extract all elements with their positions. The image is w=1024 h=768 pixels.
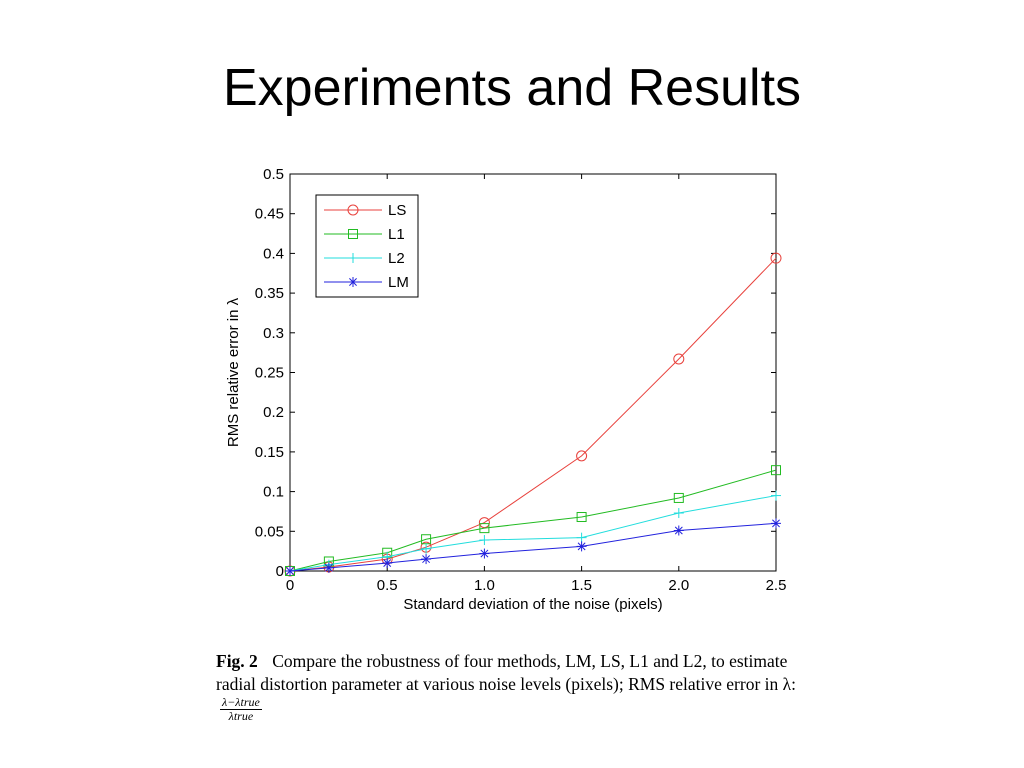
slide-title: Experiments and Results xyxy=(222,59,802,117)
data-point-ls xyxy=(576,450,588,462)
y-tick-label: 0.5 xyxy=(263,166,284,183)
series-l1 xyxy=(285,465,781,576)
y-tick-label: 0.25 xyxy=(255,365,284,382)
y-tick-label: 0.35 xyxy=(255,285,284,302)
x-axis: 0 0.5 1.0 1.5 2.0 2.5 xyxy=(286,174,787,594)
x-tick-label: 1.0 xyxy=(474,577,495,594)
data-point-l2 xyxy=(479,535,490,546)
data-point-lm-stroke xyxy=(422,555,431,564)
fraction-denominator: λtrue xyxy=(228,709,254,723)
caption-fraction: λ−λtrue λtrue xyxy=(220,696,262,723)
data-point-lm-stroke xyxy=(286,567,294,575)
data-point-lm-stroke xyxy=(480,549,489,558)
x-axis-label: Standard deviation of the noise (pixels) xyxy=(403,596,662,613)
data-point-lm-stroke xyxy=(577,542,586,551)
legend-label: LS xyxy=(388,202,406,219)
data-point-l1 xyxy=(421,534,432,545)
line-chart: 0 0.05 0.1 0.15 0.2 0.25 0.3 0.35 0.4 0.45 0.5 0 0.… xyxy=(225,166,787,613)
data-point-ls xyxy=(673,353,685,365)
fraction-numerator: λ−λtrue xyxy=(220,695,262,710)
figure-caption: Fig. 2 Compare the robustness of four me… xyxy=(216,650,816,723)
x-tick-label: 0.5 xyxy=(377,577,398,594)
data-point-l1 xyxy=(479,523,490,534)
legend-label: L2 xyxy=(388,250,405,267)
legend: LS L1 L2 LM xyxy=(315,194,419,298)
y-tick-label: 0.15 xyxy=(255,444,284,461)
legend-marker xyxy=(348,229,358,239)
data-point-ls xyxy=(770,252,782,264)
data-point-lm xyxy=(323,562,334,573)
y-tick-label: 0 xyxy=(276,563,284,580)
legend-label: LM xyxy=(388,274,409,291)
data-point-lm-stroke xyxy=(383,559,392,568)
data-point-lm xyxy=(382,558,393,569)
figure-label: Fig. 2 xyxy=(216,651,258,671)
series-line-lm xyxy=(289,522,777,572)
x-tick-label: 2.5 xyxy=(766,577,787,594)
data-point-lm xyxy=(673,525,684,536)
y-tick-label: 0.05 xyxy=(255,523,284,540)
y-tick-label: 0.1 xyxy=(263,484,284,501)
y-tick-label: 0.3 xyxy=(263,325,284,342)
legend-marker-stroke xyxy=(349,278,357,286)
x-tick-label: 2.0 xyxy=(668,577,689,594)
y-axis-label: RMS relative error in λ xyxy=(225,297,242,447)
series-line-l1 xyxy=(289,469,777,572)
data-point-lm xyxy=(771,518,781,529)
legend-marker xyxy=(348,277,358,287)
x-tick-label: 0 xyxy=(286,577,294,594)
series-lm xyxy=(285,518,781,576)
data-point-lm xyxy=(479,548,490,559)
data-point-lm xyxy=(285,566,295,576)
series-line-l2 xyxy=(289,495,777,572)
data-point-l1 xyxy=(576,512,587,523)
series-layer xyxy=(284,252,782,577)
x-tick-label: 1.5 xyxy=(571,577,592,594)
data-point-lm-stroke xyxy=(674,526,683,535)
y-tick-label: 0.4 xyxy=(263,245,284,262)
y-axis: 0 0.05 0.1 0.15 0.2 0.25 0.3 0.35 0.4 0.45 0.5 xyxy=(255,166,776,580)
data-point-l2 xyxy=(771,490,781,501)
data-point-l1 xyxy=(673,492,684,503)
data-point-lm xyxy=(576,541,587,552)
data-point-ls xyxy=(478,517,490,529)
data-point-lm-stroke xyxy=(324,563,333,572)
data-point-lm-stroke xyxy=(772,519,780,528)
series-ls xyxy=(284,252,782,577)
data-point-lm xyxy=(421,554,432,565)
data-point-l2 xyxy=(673,508,684,519)
caption-text: Compare the robustness of four methods, … xyxy=(216,651,796,694)
legend-box xyxy=(315,194,419,298)
legend-marker xyxy=(348,253,358,263)
data-point-l2 xyxy=(576,532,587,543)
legend-marker xyxy=(347,204,359,216)
y-tick-label: 0.45 xyxy=(255,206,284,223)
data-point-l1 xyxy=(771,465,781,476)
legend-label: L1 xyxy=(388,226,405,243)
y-tick-label: 0.2 xyxy=(263,404,284,421)
data-point-l2 xyxy=(421,543,432,554)
series-line-ls xyxy=(289,257,777,572)
